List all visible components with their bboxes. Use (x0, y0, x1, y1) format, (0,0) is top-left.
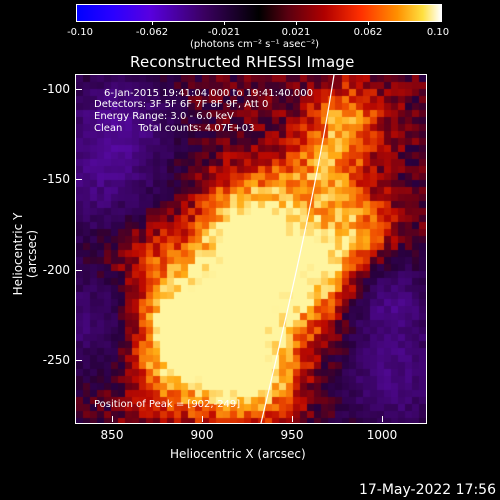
peak-position-label: Position of Peak = [902,-249] (94, 399, 241, 410)
x-axis-label: Heliocentric X (arcsec) (170, 447, 306, 461)
info-energy-range: Energy Range: 3.0 - 6.0 keV (94, 111, 234, 122)
x-tick-label: 950 (280, 428, 304, 442)
timestamp: 17-May-2022 17:56 (358, 482, 496, 498)
colorbar-units: (photons cm⁻² s⁻¹ asec⁻²) (190, 39, 320, 50)
colorbar-tick-label: -0.021 (207, 27, 241, 38)
y-tick-label: -100 (42, 82, 70, 96)
plot-area (75, 74, 427, 424)
y-tick (76, 270, 82, 271)
y-tick-label: -150 (42, 172, 70, 186)
colorbar-tick (296, 21, 297, 25)
x-tick-label: 900 (190, 428, 214, 442)
solar-limb (260, 75, 335, 423)
y-tick-label: -250 (42, 353, 70, 367)
x-tick (292, 416, 293, 422)
colorbar-tick-label: 0.062 (353, 27, 383, 38)
colorbar-tick-label: -0.10 (67, 27, 93, 38)
colorbar-tick (224, 21, 225, 25)
info-clean-counts: Clean Total counts: 4.07E+03 (94, 123, 255, 134)
x-tick-label: 1000 (366, 428, 398, 442)
info-time-range: 6-Jan-2015 19:41:04.000 to 19:41:40.000 (104, 88, 313, 99)
colorbar (76, 4, 442, 22)
y-tick-label: -200 (42, 263, 70, 277)
y-tick (76, 89, 82, 90)
y-axis-label: Heliocentric Y (arcsec) (11, 212, 39, 296)
x-tick (202, 416, 203, 422)
colorbar-tick-label: 0.10 (426, 27, 450, 38)
colorbar-tick (368, 21, 369, 25)
y-tick (76, 360, 82, 361)
x-tick (382, 416, 383, 422)
plot-title: Reconstructed RHESSI Image (130, 53, 355, 71)
x-tick-label: 850 (100, 428, 124, 442)
x-tick (112, 416, 113, 422)
rhessi-image (76, 75, 426, 423)
y-tick (76, 179, 82, 180)
colorbar-tick (152, 21, 153, 25)
colorbar-tick-label: 0.021 (281, 27, 311, 38)
colorbar-tick-label: -0.062 (135, 27, 169, 38)
info-detectors: Detectors: 3F 5F 6F 7F 8F 9F, Att 0 (94, 99, 269, 110)
